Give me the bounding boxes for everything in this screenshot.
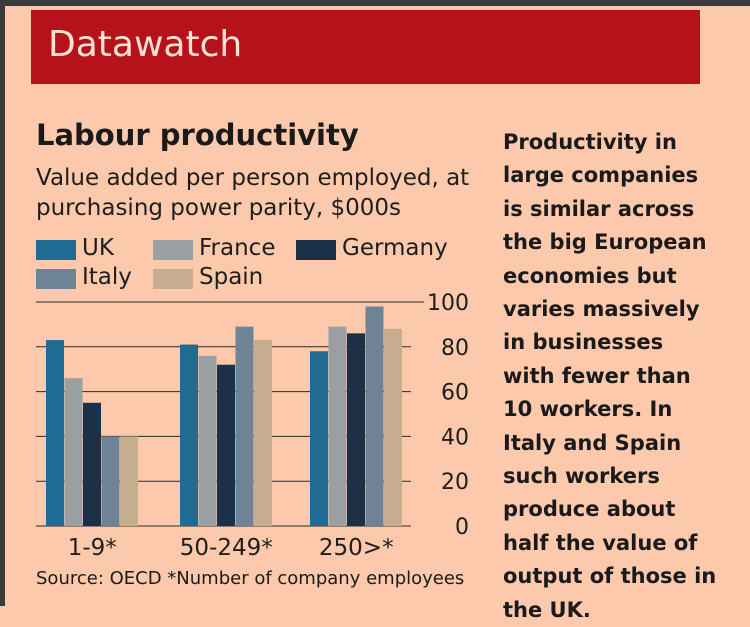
bar-france-1 <box>64 378 83 526</box>
bar-uk-2 <box>180 344 198 526</box>
legend-label-spain: Spain <box>199 264 264 290</box>
banner-label: Datawatch <box>48 24 243 65</box>
y-tick-label-20: 20 <box>441 470 469 495</box>
bar-chart: 0 20 40 60 80 100 1-9* 50-249* 250>* <box>36 291 469 561</box>
bar-spain-2 <box>254 340 272 526</box>
legend-label-germany: Germany <box>342 235 448 261</box>
x-category-label-1: 1-9* <box>68 535 117 561</box>
legend-label-italy: Italy <box>82 264 132 290</box>
bar-uk-3 <box>310 351 328 526</box>
legend-swatch-france <box>153 240 193 260</box>
legend-swatch-uk <box>36 240 76 260</box>
frame-top <box>0 0 750 6</box>
source-footnote: Source: OECD *Number of company employee… <box>36 568 465 589</box>
side-note: Productivity in large companies is simil… <box>503 130 717 622</box>
chart-title: Labour productivity <box>36 118 359 152</box>
bar-spain-3 <box>384 328 402 526</box>
bar-spain-1 <box>120 436 138 526</box>
bar-italy-2 <box>235 326 254 526</box>
y-tick-label-80: 80 <box>441 336 469 361</box>
legend-label-france: France <box>199 235 276 261</box>
bar-italy-3 <box>365 306 384 526</box>
bar-germany-3 <box>347 333 365 526</box>
y-tick-label-60: 60 <box>441 381 469 406</box>
chart-subtitle: Value added per person employed, at purc… <box>36 165 470 221</box>
x-category-label-3: 250>* <box>319 535 394 561</box>
y-tick-label-0: 0 <box>455 515 469 540</box>
bar-italy-1 <box>101 436 120 526</box>
bar-france-2 <box>198 355 217 526</box>
bar-germany-1 <box>83 402 101 526</box>
x-category-label-2: 50-249* <box>180 535 273 561</box>
y-tick-label-100: 100 <box>427 291 469 316</box>
legend-swatch-spain <box>153 269 193 289</box>
frame-left <box>0 0 5 606</box>
datawatch-banner: Datawatch <box>31 10 700 84</box>
bar-uk-1 <box>46 340 64 526</box>
legend-swatch-germany <box>296 240 336 260</box>
bar-germany-2 <box>217 364 235 526</box>
y-tick-label-40: 40 <box>441 425 469 450</box>
bar-france-3 <box>328 326 347 526</box>
legend-swatch-italy <box>36 269 76 289</box>
legend-label-uk: UK <box>82 235 114 261</box>
